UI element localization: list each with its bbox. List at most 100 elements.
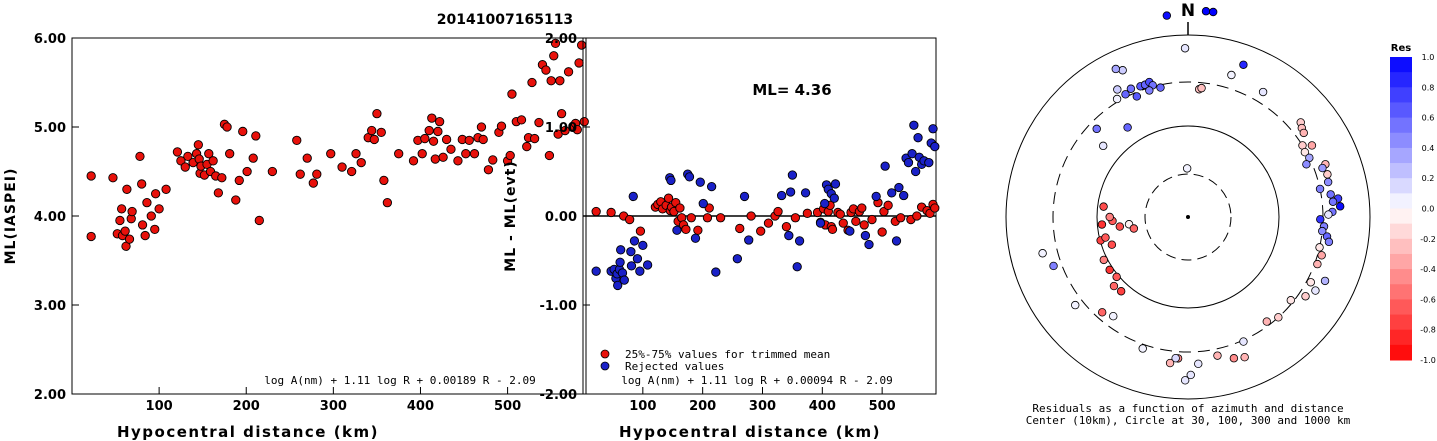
data-point-red [675, 203, 685, 213]
data-point-red [369, 134, 379, 145]
y-tick-label: 5.00 [34, 121, 66, 136]
data-point-red [681, 224, 691, 235]
y-tick-label: 3.00 [34, 299, 66, 314]
data-point-blue [913, 133, 923, 143]
station-marker [1099, 255, 1108, 265]
data-point-blue [845, 226, 855, 236]
colorbar-step [1390, 72, 1412, 88]
colorbar-step [1390, 238, 1412, 255]
y-axis-label: ML - ML(evt) [503, 160, 519, 271]
data-point-blue [891, 236, 902, 246]
colorbar: Res 1.0 0.8 0.6 0.4 0.2 0.0 -0.2 -0.4 -0.6 -0.8 -1… [1390, 43, 1436, 365]
station-marker [1315, 184, 1325, 194]
station-marker [1335, 202, 1345, 211]
data-point-blue [628, 191, 638, 202]
data-point-red [773, 206, 783, 217]
data-point-blue [860, 230, 871, 241]
data-point-red [496, 121, 507, 131]
data-point-blue [684, 172, 695, 182]
data-point-red [702, 213, 713, 223]
y-axis-label: ML(IASPEI) [3, 168, 19, 265]
data-point-red [86, 231, 96, 242]
data-point-red [420, 133, 430, 144]
station-marker [1240, 352, 1249, 362]
data-point-red [522, 141, 532, 152]
colorbar-step [1390, 193, 1412, 209]
data-point-red [507, 89, 517, 99]
data-point-red [172, 147, 183, 157]
x-tick-label: 500 [869, 399, 896, 414]
panel-ml-iaspei: 100 200 300 400 500 2.00 3.00 4.00 5.00 6.00 log … [3, 32, 589, 441]
station-marker [1208, 7, 1218, 17]
data-point-red [242, 166, 252, 177]
colorbar-tick-label: 0.8 [1422, 83, 1435, 92]
colorbar-step [1390, 223, 1412, 240]
data-point-red [505, 150, 515, 161]
station-marker [1307, 141, 1317, 150]
data-point-red [527, 77, 537, 88]
colorbar-step [1390, 329, 1412, 346]
data-point-red [140, 230, 150, 241]
legend-label-blue: Rejected values [625, 360, 724, 373]
data-point-red [859, 220, 869, 230]
colorbar-step [1390, 284, 1412, 300]
data-point-blue [619, 275, 629, 285]
data-point-red [693, 225, 703, 235]
data-point-blue [591, 266, 601, 276]
station-marker [1315, 243, 1324, 252]
colorbar-step [1390, 208, 1412, 225]
station-marker [1132, 92, 1142, 101]
colorbar-step [1390, 147, 1412, 164]
colorbar-tick-label: -0.2 [1420, 235, 1436, 244]
data-point-red [150, 189, 161, 199]
ring-30km [1144, 173, 1232, 261]
data-point-blue [924, 157, 934, 168]
data-point-red [120, 226, 130, 236]
station-marker [1239, 337, 1248, 346]
data-point-blue [794, 236, 805, 246]
data-point-blue [695, 177, 705, 187]
y-tick-label: 0.00 [545, 210, 577, 225]
station-marker [1171, 354, 1180, 363]
colorbar-step [1390, 178, 1412, 194]
data-point-blue [903, 157, 914, 168]
station-marker [1301, 292, 1310, 301]
data-point-blue [698, 198, 708, 209]
data-point-red [851, 216, 861, 226]
data-point-red [117, 204, 127, 214]
data-point-red [560, 125, 570, 136]
data-point-blue [899, 190, 909, 201]
station-marker [1316, 215, 1325, 224]
station-marker [1038, 249, 1047, 258]
station-marker [1286, 296, 1296, 305]
colorbar-tick-label: 0.0 [1422, 205, 1435, 214]
legend-label-red: 25%-75% values for trimmed mean [625, 348, 830, 361]
data-point-red [802, 208, 813, 218]
station-marker [1123, 123, 1132, 132]
data-point-red [208, 156, 218, 166]
data-point-red [222, 122, 232, 132]
colorbar-step [1390, 132, 1412, 149]
y-tick-label: 1.00 [545, 121, 577, 136]
data-point-red [857, 203, 867, 213]
station-marker [1213, 351, 1222, 360]
data-point-red [183, 151, 193, 162]
data-point-blue [613, 280, 623, 291]
data-point-blue [672, 225, 682, 235]
data-point-red [534, 117, 544, 128]
colorbar-tick-label: -0.6 [1420, 295, 1436, 304]
station-marker [1156, 83, 1165, 92]
data-point-blue [787, 170, 798, 180]
station-marker [1311, 286, 1320, 295]
station-marker [1071, 300, 1080, 310]
station-marker [1112, 272, 1121, 282]
data-point-red [430, 154, 440, 164]
station-marker [1121, 90, 1130, 99]
x-tick-label: 400 [407, 399, 434, 414]
data-point-blue [871, 191, 881, 202]
station-marker [1302, 160, 1311, 169]
figure-title: 20141007165113 [437, 12, 573, 28]
data-point-red [686, 213, 696, 223]
data-point-red [478, 134, 488, 145]
data-point-red [295, 169, 305, 179]
